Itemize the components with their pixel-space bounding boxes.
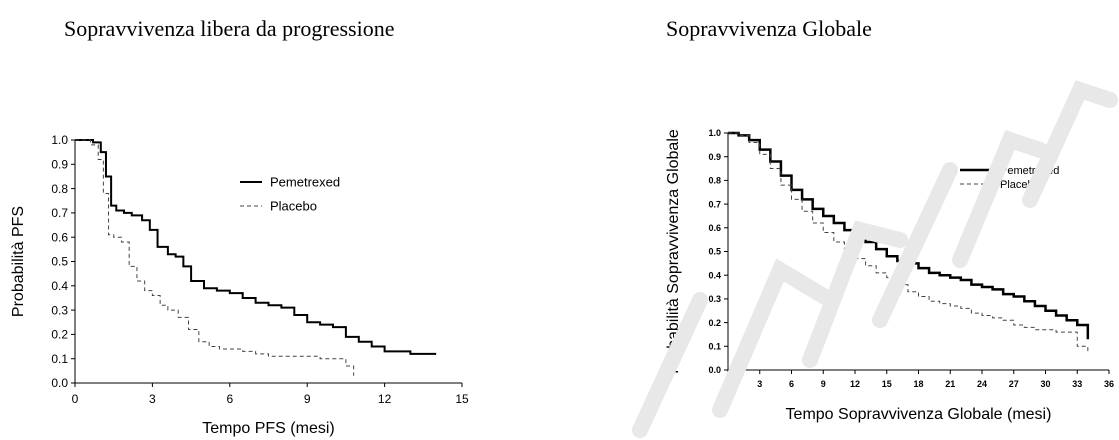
right-chart-heading: Sopravvivenza Globale <box>666 16 872 41</box>
os-y-tick-label: 0.1 <box>708 341 721 351</box>
os-chart: 0.00.10.20.30.40.50.60.70.80.91.00 3 6 9 12 1… <box>665 128 1114 423</box>
os-x-tick-label: 18 <box>913 379 923 389</box>
pfs-y-tick-label: 0.5 <box>51 255 68 269</box>
pfs-y-tick-label: 0.6 <box>51 230 68 244</box>
os-x-axis-label: Tempo Sopravvivenza Globale (mesi) <box>786 406 1052 423</box>
os-x-tick-label: 30 <box>1040 379 1050 389</box>
os-x-tick-label: 33 <box>1072 379 1082 389</box>
os-y-tick-label: 0.4 <box>708 270 721 280</box>
os-y-tick-label: 0.8 <box>708 176 721 186</box>
pfs-y-tick-label: 1.0 <box>51 133 68 147</box>
os-x-tick-label: 12 <box>850 379 860 389</box>
os-y-tick-label: 0.9 <box>708 152 721 162</box>
os-x-tick-label: 9 <box>821 379 826 389</box>
os-x-tick-label: 3 <box>757 379 762 389</box>
os-x-tick-label: 21 <box>945 379 955 389</box>
os-y-axis-label: Probabilità Sopravvivenza Globale <box>665 129 682 374</box>
pfs-x-tick-label: 9 <box>304 392 311 406</box>
pfs-x-tick-label: 6 <box>226 392 233 406</box>
pfs-chart: 0.0 0.1 0.2 0.3 0.4 0.5 0.6 0.7 0.8 0.9 1.0 0 3 6 9 12 1… <box>10 133 469 437</box>
os-y-tick-label: 0.5 <box>708 247 721 257</box>
left-chart-heading: Sopravvivenza libera da progressione <box>64 16 395 41</box>
os-y-tick-label: 0.2 <box>708 318 721 328</box>
pfs-y-tick-label: 0.4 <box>51 279 68 293</box>
pfs-series-placebo <box>75 139 355 376</box>
pfs-series-pemetrexed <box>75 139 437 355</box>
os-x-tick-label: 15 <box>882 379 892 389</box>
pfs-y-tick-label: 0.3 <box>51 303 68 317</box>
os-x-tick-label: 6 <box>789 379 794 389</box>
pfs-x-tick-label: 12 <box>378 392 392 406</box>
os-x-tick-label: 27 <box>1009 379 1019 389</box>
pfs-y-tick-label: 0.8 <box>51 182 68 196</box>
os-y-tick-label: 0.0 <box>708 365 721 375</box>
pfs-x-tick-label: 0 <box>72 392 79 406</box>
pfs-y-tick-label: 0.1 <box>51 352 68 366</box>
os-y-tick-label: 0.3 <box>708 294 721 304</box>
os-x-tick-label: 24 <box>977 379 987 389</box>
pfs-x-tick-label: 3 <box>149 392 156 406</box>
pfs-y-tick-label: 0.9 <box>51 158 68 172</box>
pfs-y-axis-label: Probabilità PFS <box>10 206 27 317</box>
os-x-tick-label: 36 <box>1104 379 1114 389</box>
pfs-y-tick-label: 0.2 <box>51 328 68 342</box>
os-y-tick-label: 0.7 <box>708 199 721 209</box>
os-series-placebo <box>728 132 1089 354</box>
pfs-legend-label-pemetrexed: Pemetrexed <box>270 175 340 190</box>
pfs-y-tick-label: 0.7 <box>51 206 68 220</box>
os-y-tick-label: 1.0 <box>708 128 721 138</box>
pfs-legend-label-placebo: Placebo <box>270 199 317 214</box>
pfs-x-axis-label: Tempo PFS (mesi) <box>202 420 334 437</box>
pfs-y-tick-label: 0.0 <box>51 376 68 390</box>
os-y-tick-label: 0.6 <box>708 223 721 233</box>
pfs-x-tick-label: 15 <box>455 392 469 406</box>
